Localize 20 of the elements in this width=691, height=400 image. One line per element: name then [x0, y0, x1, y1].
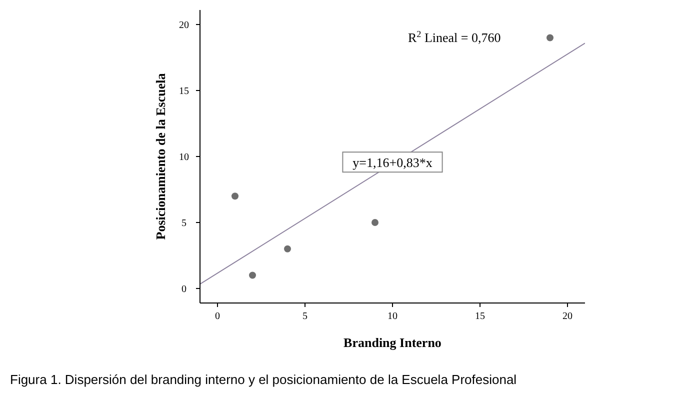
- x-tick-label: 10: [388, 311, 398, 322]
- x-tick-label: 15: [475, 311, 485, 322]
- point: [284, 245, 291, 252]
- annotation: R$^{2}$ Lineal = 0,760: [408, 29, 501, 45]
- text: Figura 1. Dispersión del branding interno y el posicionamiento de la Escuela Profesional: [10, 372, 517, 387]
- y-tick-label: 0: [182, 284, 186, 295]
- y-tick-label: 15: [179, 86, 189, 98]
- point: [249, 272, 256, 279]
- x-tick-label: 20: [562, 311, 572, 322]
- point: [372, 218, 378, 226]
- x-axis-title: Branding Interno: [344, 335, 442, 350]
- y-tick-label: 5: [182, 218, 186, 229]
- y-tick-label: 20: [179, 20, 189, 32]
- point: [232, 192, 238, 200]
- y-axis-title: Posicionamiento de la Escuela: [153, 72, 168, 240]
- annotation: y=1,16+0,83*x: [352, 155, 433, 170]
- x-tick-label: 0: [215, 311, 220, 322]
- y-tick-label: 10: [179, 152, 189, 163]
- x-tick-label: 5: [302, 311, 308, 322]
- point: [546, 34, 554, 42]
